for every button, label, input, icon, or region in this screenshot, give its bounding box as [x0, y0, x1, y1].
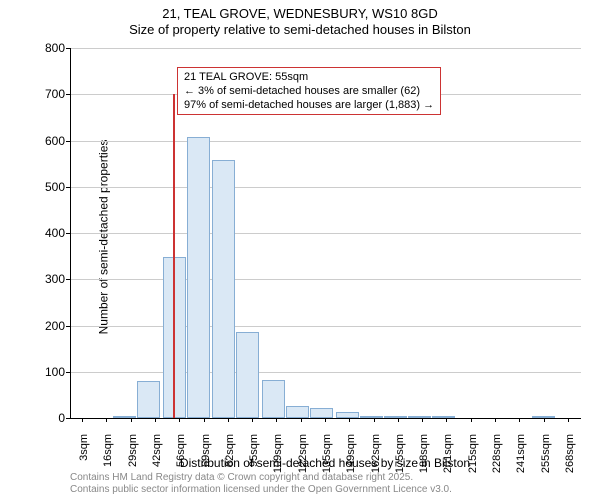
xtick-mark: [228, 418, 229, 422]
xtick-label: 162sqm: [370, 434, 382, 484]
histogram-bar: [113, 416, 136, 418]
xtick-label: 255sqm: [540, 434, 552, 484]
chart-title-main: 21, TEAL GROVE, WEDNESBURY, WS10 8GD: [0, 6, 600, 21]
histogram-bar: [262, 380, 285, 418]
gridline: [71, 279, 581, 280]
histogram-bar: [286, 406, 309, 418]
xtick-mark: [568, 418, 569, 422]
histogram-bar: [187, 137, 210, 418]
xtick-label: 82sqm: [224, 434, 236, 484]
xtick-mark: [374, 418, 375, 422]
histogram-bar: [408, 416, 431, 418]
ytick-label: 500: [25, 180, 65, 194]
xtick-label: 228sqm: [491, 434, 503, 484]
xtick-label: 175sqm: [394, 434, 406, 484]
xtick-mark: [131, 418, 132, 422]
xtick-label: 135sqm: [321, 434, 333, 484]
ytick-label: 300: [25, 272, 65, 286]
xtick-mark: [398, 418, 399, 422]
xtick-mark: [301, 418, 302, 422]
ytick-mark: [66, 187, 70, 188]
histogram-bar: [236, 332, 259, 418]
histogram-bar: [137, 381, 160, 418]
xtick-mark: [349, 418, 350, 422]
xtick-mark: [446, 418, 447, 422]
gridline: [71, 326, 581, 327]
xtick-mark: [276, 418, 277, 422]
ytick-mark: [66, 141, 70, 142]
xtick-mark: [471, 418, 472, 422]
xtick-mark: [106, 418, 107, 422]
xtick-label: 215sqm: [467, 434, 479, 484]
xtick-mark: [204, 418, 205, 422]
xtick-mark: [179, 418, 180, 422]
ytick-label: 200: [25, 319, 65, 333]
annotation-line2: 97% of semi-detached houses are larger (…: [184, 98, 434, 112]
xtick-label: 149sqm: [345, 434, 357, 484]
chart-container: 21, TEAL GROVE, WEDNESBURY, WS10 8GD Siz…: [0, 0, 600, 500]
xtick-label: 56sqm: [175, 434, 187, 484]
xtick-mark: [325, 418, 326, 422]
xtick-mark: [422, 418, 423, 422]
ytick-mark: [66, 326, 70, 327]
histogram-bar: [336, 412, 359, 418]
ytick-mark: [66, 48, 70, 49]
ytick-mark: [66, 279, 70, 280]
marker-line: [173, 94, 175, 418]
xtick-label: 109sqm: [272, 434, 284, 484]
plot-area: 21 TEAL GROVE: 55sqm← 3% of semi-detache…: [70, 48, 581, 419]
ytick-label: 0: [25, 411, 65, 425]
gridline: [71, 372, 581, 373]
annotation-header: 21 TEAL GROVE: 55sqm: [184, 70, 434, 84]
histogram-bar: [212, 160, 235, 418]
ytick-mark: [66, 233, 70, 234]
xtick-mark: [544, 418, 545, 422]
histogram-bar: [384, 416, 407, 418]
chart-title-sub: Size of property relative to semi-detach…: [0, 22, 600, 37]
annotation-line1: ← 3% of semi-detached houses are smaller…: [184, 84, 434, 98]
ytick-label: 700: [25, 87, 65, 101]
ytick-mark: [66, 372, 70, 373]
xtick-label: 42sqm: [151, 434, 163, 484]
histogram-bar: [432, 416, 455, 418]
ytick-mark: [66, 418, 70, 419]
xtick-label: 201sqm: [442, 434, 454, 484]
xtick-label: 69sqm: [200, 434, 212, 484]
xtick-mark: [495, 418, 496, 422]
histogram-bar: [360, 416, 383, 418]
gridline: [71, 48, 581, 49]
ytick-mark: [66, 94, 70, 95]
xtick-mark: [155, 418, 156, 422]
xtick-mark: [519, 418, 520, 422]
ytick-label: 100: [25, 365, 65, 379]
ytick-label: 400: [25, 226, 65, 240]
histogram-bar: [310, 408, 333, 418]
xtick-mark: [82, 418, 83, 422]
xtick-label: 95sqm: [248, 434, 260, 484]
xtick-label: 268sqm: [564, 434, 576, 484]
gridline: [71, 233, 581, 234]
xtick-label: 29sqm: [127, 434, 139, 484]
xtick-label: 188sqm: [418, 434, 430, 484]
xtick-label: 241sqm: [515, 434, 527, 484]
footer-line2: Contains public sector information licen…: [70, 484, 452, 496]
gridline: [71, 187, 581, 188]
ytick-label: 800: [25, 41, 65, 55]
annotation-box: 21 TEAL GROVE: 55sqm← 3% of semi-detache…: [177, 67, 441, 116]
ytick-label: 600: [25, 134, 65, 148]
xtick-label: 122sqm: [297, 434, 309, 484]
xtick-label: 16sqm: [102, 434, 114, 484]
xtick-label: 3sqm: [78, 434, 90, 484]
xtick-mark: [252, 418, 253, 422]
gridline: [71, 141, 581, 142]
